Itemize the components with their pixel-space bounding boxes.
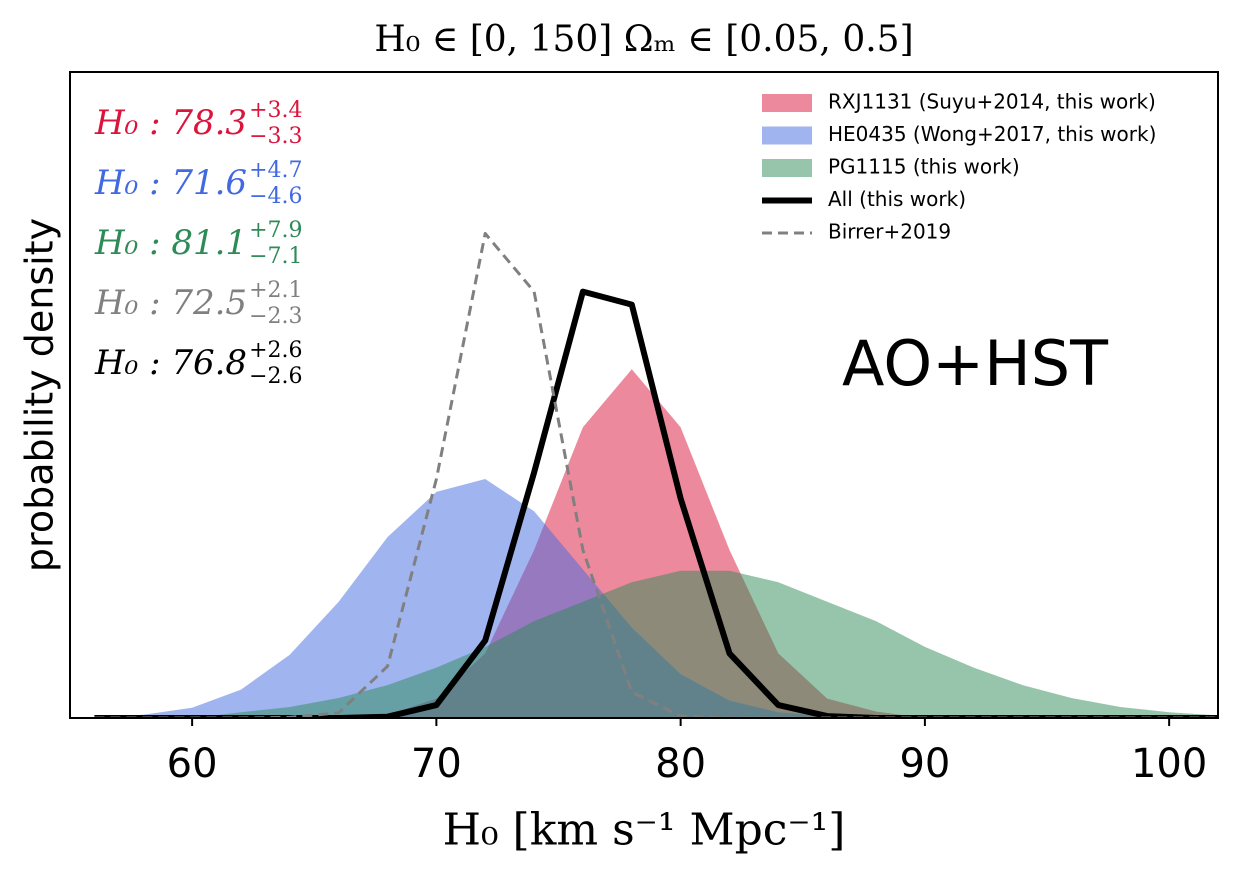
x-tick-label: 90: [899, 741, 950, 787]
legend-label: PG1115 (this work): [828, 155, 1020, 179]
legend-label: All (this work): [828, 187, 966, 211]
estimate-plus: +4.7: [249, 158, 302, 183]
legend-swatch: [762, 94, 812, 112]
plot: [94, 232, 1218, 718]
estimate-label: H₀ : 76.8: [94, 343, 247, 383]
x-tick-label: 70: [411, 741, 462, 787]
estimate-label: H₀ : 81.1: [94, 223, 247, 263]
area: [94, 479, 1218, 718]
legend-label: HE0435 (Wong+2017, this work): [828, 122, 1156, 146]
x-tick-label: 60: [167, 741, 218, 787]
area: [94, 369, 1218, 718]
estimate-minus: −4.6: [249, 184, 302, 209]
estimate-label: H₀ : 72.5: [94, 283, 247, 323]
estimate-minus: −2.6: [249, 364, 302, 389]
estimate-minus: −3.3: [249, 124, 302, 149]
estimate-minus: −2.3: [249, 304, 302, 329]
line: [94, 288, 1218, 718]
area: [94, 570, 1218, 718]
estimate-plus: +3.4: [249, 98, 302, 123]
y-axis-label: probability density: [18, 218, 62, 572]
legend-label: RXJ1131 (Suyu+2014, this work): [828, 90, 1156, 114]
plot-frame: [69, 71, 1219, 719]
annotation: AO+HST: [842, 327, 1109, 400]
legend-swatch: [762, 159, 812, 177]
estimate-label: H₀ : 71.6: [94, 163, 247, 203]
legend-swatch: [762, 126, 812, 145]
chart-title: H₀ ∈ [0, 150] Ωₘ ∈ [0.05, 0.5]: [374, 19, 913, 60]
x-tick-label: 100: [1131, 741, 1207, 787]
legend-label: Birrer+2019: [828, 220, 951, 244]
estimate-label: H₀ : 78.3: [94, 103, 247, 143]
estimate-plus: +2.6: [249, 338, 302, 363]
line: [94, 232, 1218, 718]
x-tick-label: 80: [655, 741, 706, 787]
estimate-plus: +2.1: [249, 278, 302, 303]
x-axis-label: H₀ [km s⁻¹ Mpc⁻¹]: [443, 805, 846, 856]
estimate-minus: −7.1: [249, 244, 302, 269]
estimate-plus: +7.9: [249, 218, 302, 243]
